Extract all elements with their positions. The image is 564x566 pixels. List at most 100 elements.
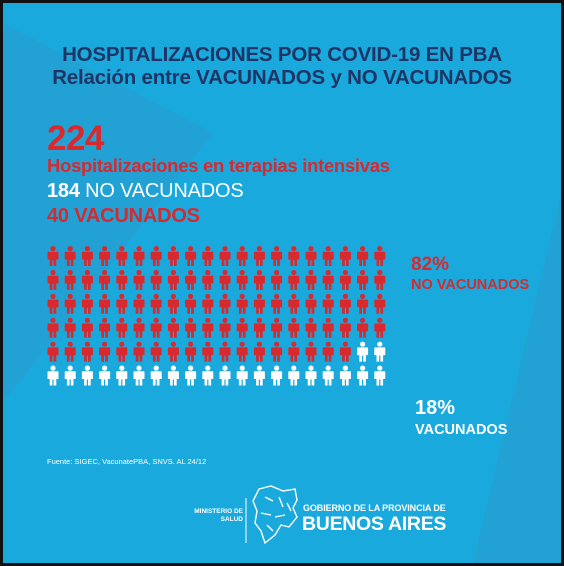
person-icon-no-vacunado [81,269,93,290]
person-icon-vacunado [185,365,197,386]
person-icon-no-vacunado [271,269,283,290]
person-icon-no-vacunado [271,341,283,362]
total-hospitalizations: 224 [47,119,104,158]
person-icon-no-vacunado [288,317,300,338]
person-icon-no-vacunado [99,341,111,362]
person-icon-no-vacunado [374,269,386,290]
person-icon-no-vacunado [167,341,179,362]
person-icon-no-vacunado [202,269,214,290]
person-icon-no-vacunado [47,293,59,314]
person-icon-no-vacunado [305,269,317,290]
title-line-1: HOSPITALIZACIONES POR COVID-19 EN PBA [62,43,502,66]
person-icon-no-vacunado [339,269,351,290]
person-icon-no-vacunado [202,246,214,266]
person-icon-no-vacunado [339,293,351,314]
person-icon-no-vacunado [81,317,93,338]
vacunados-label: VACUNADOS [415,422,508,438]
person-icon-no-vacunado [236,269,248,290]
person-icon-no-vacunado [305,341,317,362]
person-icon-vacunado [202,365,214,386]
person-icon-no-vacunado [116,269,128,290]
person-icon-no-vacunado [271,293,283,314]
title-line-2: Relación entre VACUNADOS y NO VACUNADOS [52,66,512,89]
person-icon-vacunado [47,365,59,386]
source-note: Fuente: SIGEC, VacunatePBA, SNVS. AL 24/… [47,457,207,466]
person-icon-vacunado [322,365,334,386]
person-icon-no-vacunado [116,317,128,338]
person-pictograph [47,246,386,386]
person-icon-no-vacunado [64,246,76,266]
person-icon-no-vacunado [185,269,197,290]
person-icon-no-vacunado [288,246,300,266]
person-icon-no-vacunado [99,246,111,266]
person-icon-no-vacunado [116,246,128,266]
person-icon-no-vacunado [219,341,231,362]
person-icon-no-vacunado [64,341,76,362]
person-icon-vacunado [374,365,386,386]
person-icon-vacunado [81,365,93,386]
person-icon-no-vacunado [116,341,128,362]
person-icon-no-vacunado [167,246,179,266]
person-icon-no-vacunado [271,317,283,338]
no-vacunados-text: NO VACUNADOS [79,180,244,202]
person-icon-no-vacunado [133,293,145,314]
person-icon-no-vacunado [133,269,145,290]
person-icon-no-vacunado [305,317,317,338]
person-icon-no-vacunado [133,317,145,338]
person-icon-no-vacunado [167,317,179,338]
ministerio-label-line-1: MINISTERIO DE [194,508,243,515]
person-icon-no-vacunado [64,293,76,314]
person-icon-vacunado [133,365,145,386]
person-icon-no-vacunado [219,246,231,266]
footer-logos [245,485,298,545]
person-icon-no-vacunado [236,246,248,266]
person-icon-no-vacunado [133,341,145,362]
person-icon-vacunado [357,341,369,362]
person-icon-no-vacunado [253,246,265,266]
person-icon-no-vacunado [185,317,197,338]
person-icon-no-vacunado [167,269,179,290]
person-icon-vacunado [236,365,248,386]
person-icon-no-vacunado [81,341,93,362]
person-icon-no-vacunado [99,317,111,338]
person-icon-no-vacunado [288,341,300,362]
province-map-icon [252,485,298,545]
person-icon-no-vacunado [357,317,369,338]
person-icon-no-vacunado [357,269,369,290]
no-vacunados-label: NO VACUNADOS [411,277,530,293]
person-icon-no-vacunado [236,293,248,314]
person-icon-no-vacunado [322,317,334,338]
person-icon-vacunado [167,365,179,386]
infographic-card: HOSPITALIZACIONES POR COVID-19 EN PBA Re… [3,3,561,563]
person-icon-no-vacunado [64,317,76,338]
right-triangle-shape [473,193,561,563]
person-icon-vacunado [253,365,265,386]
person-icon-no-vacunado [185,341,197,362]
person-icon-vacunado [357,365,369,386]
person-icon-no-vacunado [47,269,59,290]
person-icon-no-vacunado [202,317,214,338]
person-icon-no-vacunado [305,293,317,314]
person-icon-no-vacunado [322,246,334,266]
person-icon-no-vacunado [374,246,386,266]
person-icon-no-vacunado [253,341,265,362]
no-vacunados-percentage: 82% [411,254,450,275]
person-icon-no-vacunado [374,293,386,314]
person-icon-vacunado [339,365,351,386]
person-icon-no-vacunado [253,317,265,338]
person-icon-no-vacunado [99,269,111,290]
person-icon-no-vacunado [47,246,59,266]
person-icon-no-vacunado [219,269,231,290]
no-vacunados-line: 184 NO VACUNADOS [47,180,244,203]
person-icon-no-vacunado [64,269,76,290]
person-icon-no-vacunado [322,341,334,362]
person-icon-no-vacunado [150,269,162,290]
vacunados-line: 40 VACUNADOS [47,205,200,227]
buenos-aires-label: BUENOS AIRES [302,513,447,535]
person-icon-no-vacunado [202,341,214,362]
person-icon-no-vacunado [253,269,265,290]
person-icon-no-vacunado [219,293,231,314]
person-icon-no-vacunado [167,293,179,314]
person-icon-no-vacunado [374,317,386,338]
person-icon-vacunado [99,365,111,386]
